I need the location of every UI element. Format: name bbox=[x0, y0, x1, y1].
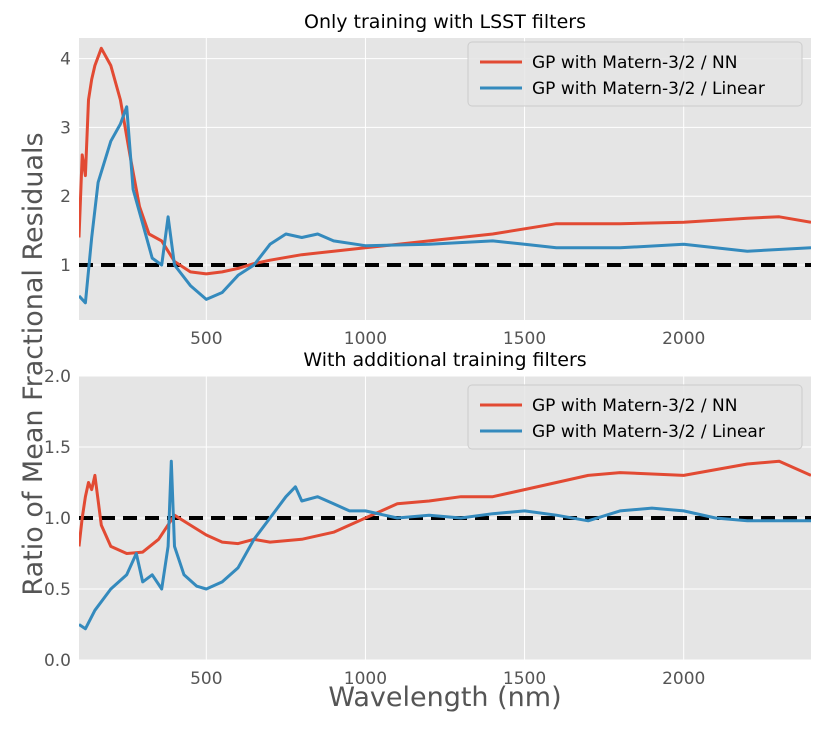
legend: GP with Matern-3/2 / NN GP with Matern-3/… bbox=[467, 41, 803, 107]
legend: GP with Matern-3/2 / NN GP with Matern-3/… bbox=[467, 384, 803, 450]
panel-2: 500 1000 1500 2000 0.0 0.5 1.0 1.5 2.0 With addit… bbox=[44, 349, 811, 689]
x-tick-label: 1000 bbox=[344, 329, 387, 349]
x-tick-label: 2000 bbox=[662, 669, 705, 689]
panel-title: With additional training filters bbox=[303, 349, 586, 371]
series-nn-line bbox=[79, 46, 811, 276]
x-tick-label: 1000 bbox=[344, 669, 387, 689]
y-tick-label: 3 bbox=[60, 118, 71, 138]
y-tick-label: 1 bbox=[60, 256, 71, 276]
y-tick-label: 1.0 bbox=[44, 509, 71, 529]
y-axis-label: Ratio of Mean Fractional Residuals bbox=[18, 132, 49, 595]
legend-label: GP with Matern-3/2 / Linear bbox=[532, 422, 765, 442]
y-tick-label: 0.0 bbox=[44, 651, 71, 671]
legend-label: GP with Matern-3/2 / NN bbox=[532, 396, 737, 416]
x-tick-label: 1500 bbox=[503, 329, 546, 349]
legend-frame bbox=[467, 41, 803, 107]
legend-label: GP with Matern-3/2 / Linear bbox=[532, 79, 765, 99]
y-tick-label: 0.5 bbox=[44, 580, 71, 600]
series-linear-line bbox=[79, 105, 811, 305]
panels: 500 1000 1500 2000 1 2 3 4 Only training with LS… bbox=[44, 11, 811, 689]
y-tick-label: 2 bbox=[60, 187, 71, 207]
x-tick-label: 1500 bbox=[503, 669, 546, 689]
y-tick-label: 4 bbox=[60, 50, 71, 70]
x-tick-label: 2000 bbox=[662, 329, 705, 349]
legend-frame bbox=[467, 384, 803, 450]
y-tick-label: 2.0 bbox=[44, 367, 71, 387]
y-tick-label: 1.5 bbox=[44, 438, 71, 458]
x-axis-label: Wavelength (nm) bbox=[328, 682, 561, 713]
panel-title: Only training with LSST filters bbox=[304, 11, 586, 33]
panel-1: 500 1000 1500 2000 1 2 3 4 Only training with LS… bbox=[60, 11, 811, 349]
x-tick-label: 500 bbox=[190, 329, 222, 349]
x-tick-label: 500 bbox=[190, 669, 222, 689]
legend-label: GP with Matern-3/2 / NN bbox=[532, 53, 737, 73]
series-linear-line bbox=[79, 459, 811, 631]
